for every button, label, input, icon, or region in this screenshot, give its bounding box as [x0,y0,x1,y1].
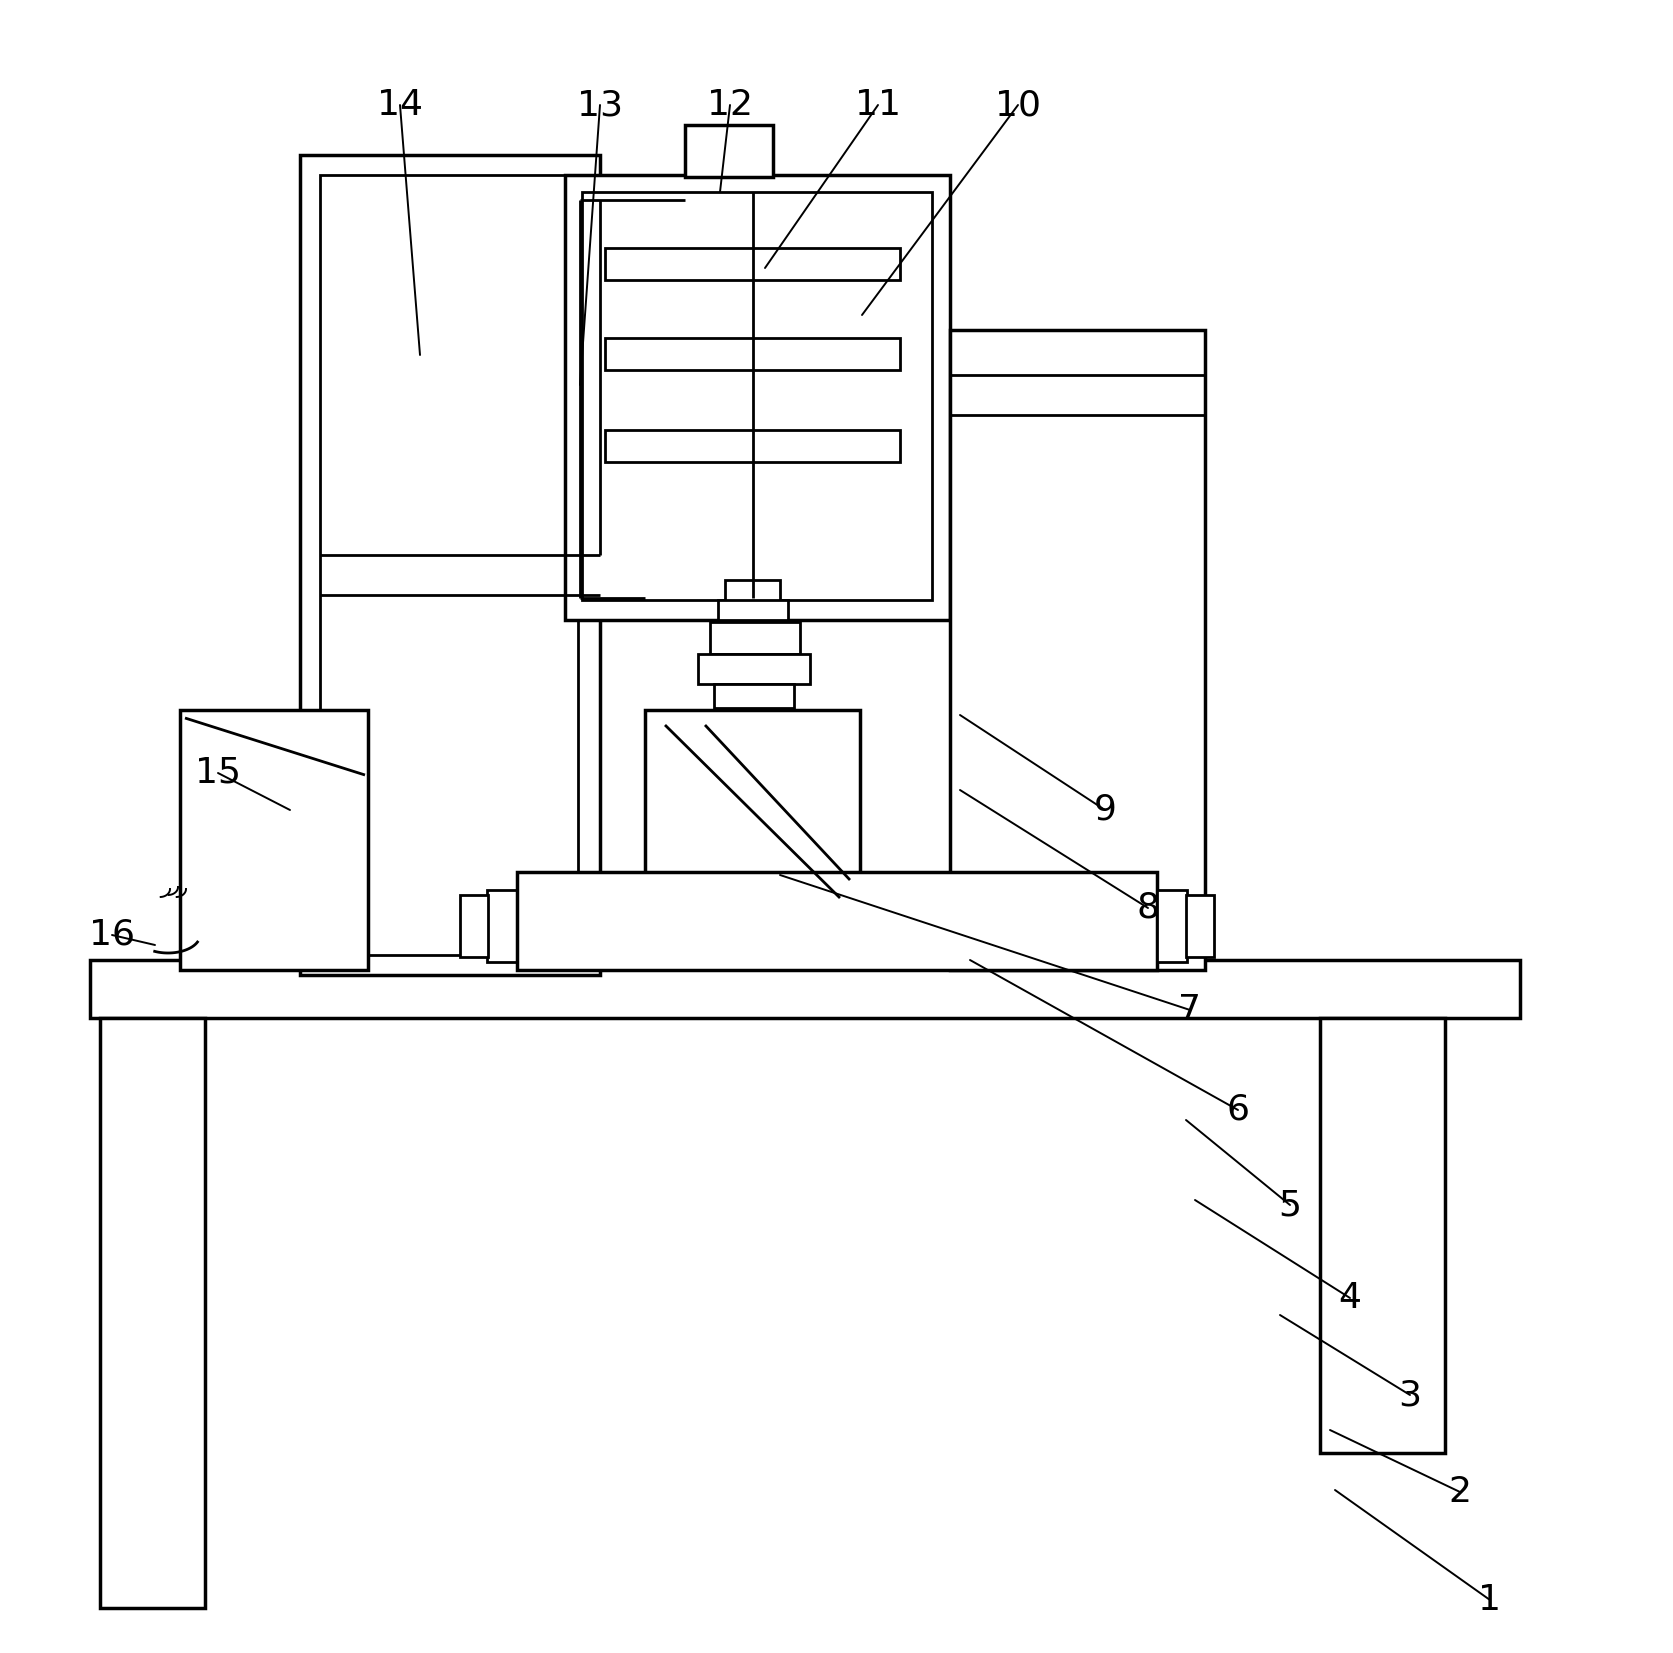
Bar [565,175,950,620]
Bar [1184,894,1213,957]
Bar [1320,1018,1444,1453]
Bar [724,580,780,602]
Bar [90,960,1519,1018]
Text: 7: 7 [1178,993,1201,1027]
Text: 10: 10 [994,88,1041,122]
Text: 8: 8 [1136,891,1159,926]
Bar [487,889,517,962]
Bar [460,894,489,957]
Bar [181,711,368,970]
Text: 4: 4 [1338,1281,1360,1316]
Bar [604,430,900,461]
Bar [582,192,932,600]
Text: 2: 2 [1447,1474,1471,1509]
Text: 16: 16 [89,917,136,952]
Bar [604,337,900,370]
Text: 9: 9 [1092,793,1116,826]
Text: 6: 6 [1226,1093,1248,1127]
Bar [644,711,860,921]
Bar [604,248,900,279]
Text: 12: 12 [706,88,753,122]
Text: 13: 13 [577,88,622,122]
Text: 5: 5 [1278,1189,1300,1222]
Bar [320,175,577,955]
Bar [1156,889,1186,962]
Bar [950,331,1205,970]
Bar [718,600,788,620]
Bar [517,873,1156,970]
Bar [698,655,810,684]
Text: 15: 15 [194,755,241,790]
Bar [709,622,800,655]
Bar [100,1018,204,1608]
Text: 3: 3 [1397,1379,1420,1412]
Text: 11: 11 [855,88,900,122]
Bar [299,155,599,975]
Bar [714,684,793,707]
Bar [684,126,773,177]
Text: 1: 1 [1477,1584,1501,1617]
Text: 14: 14 [376,88,423,122]
